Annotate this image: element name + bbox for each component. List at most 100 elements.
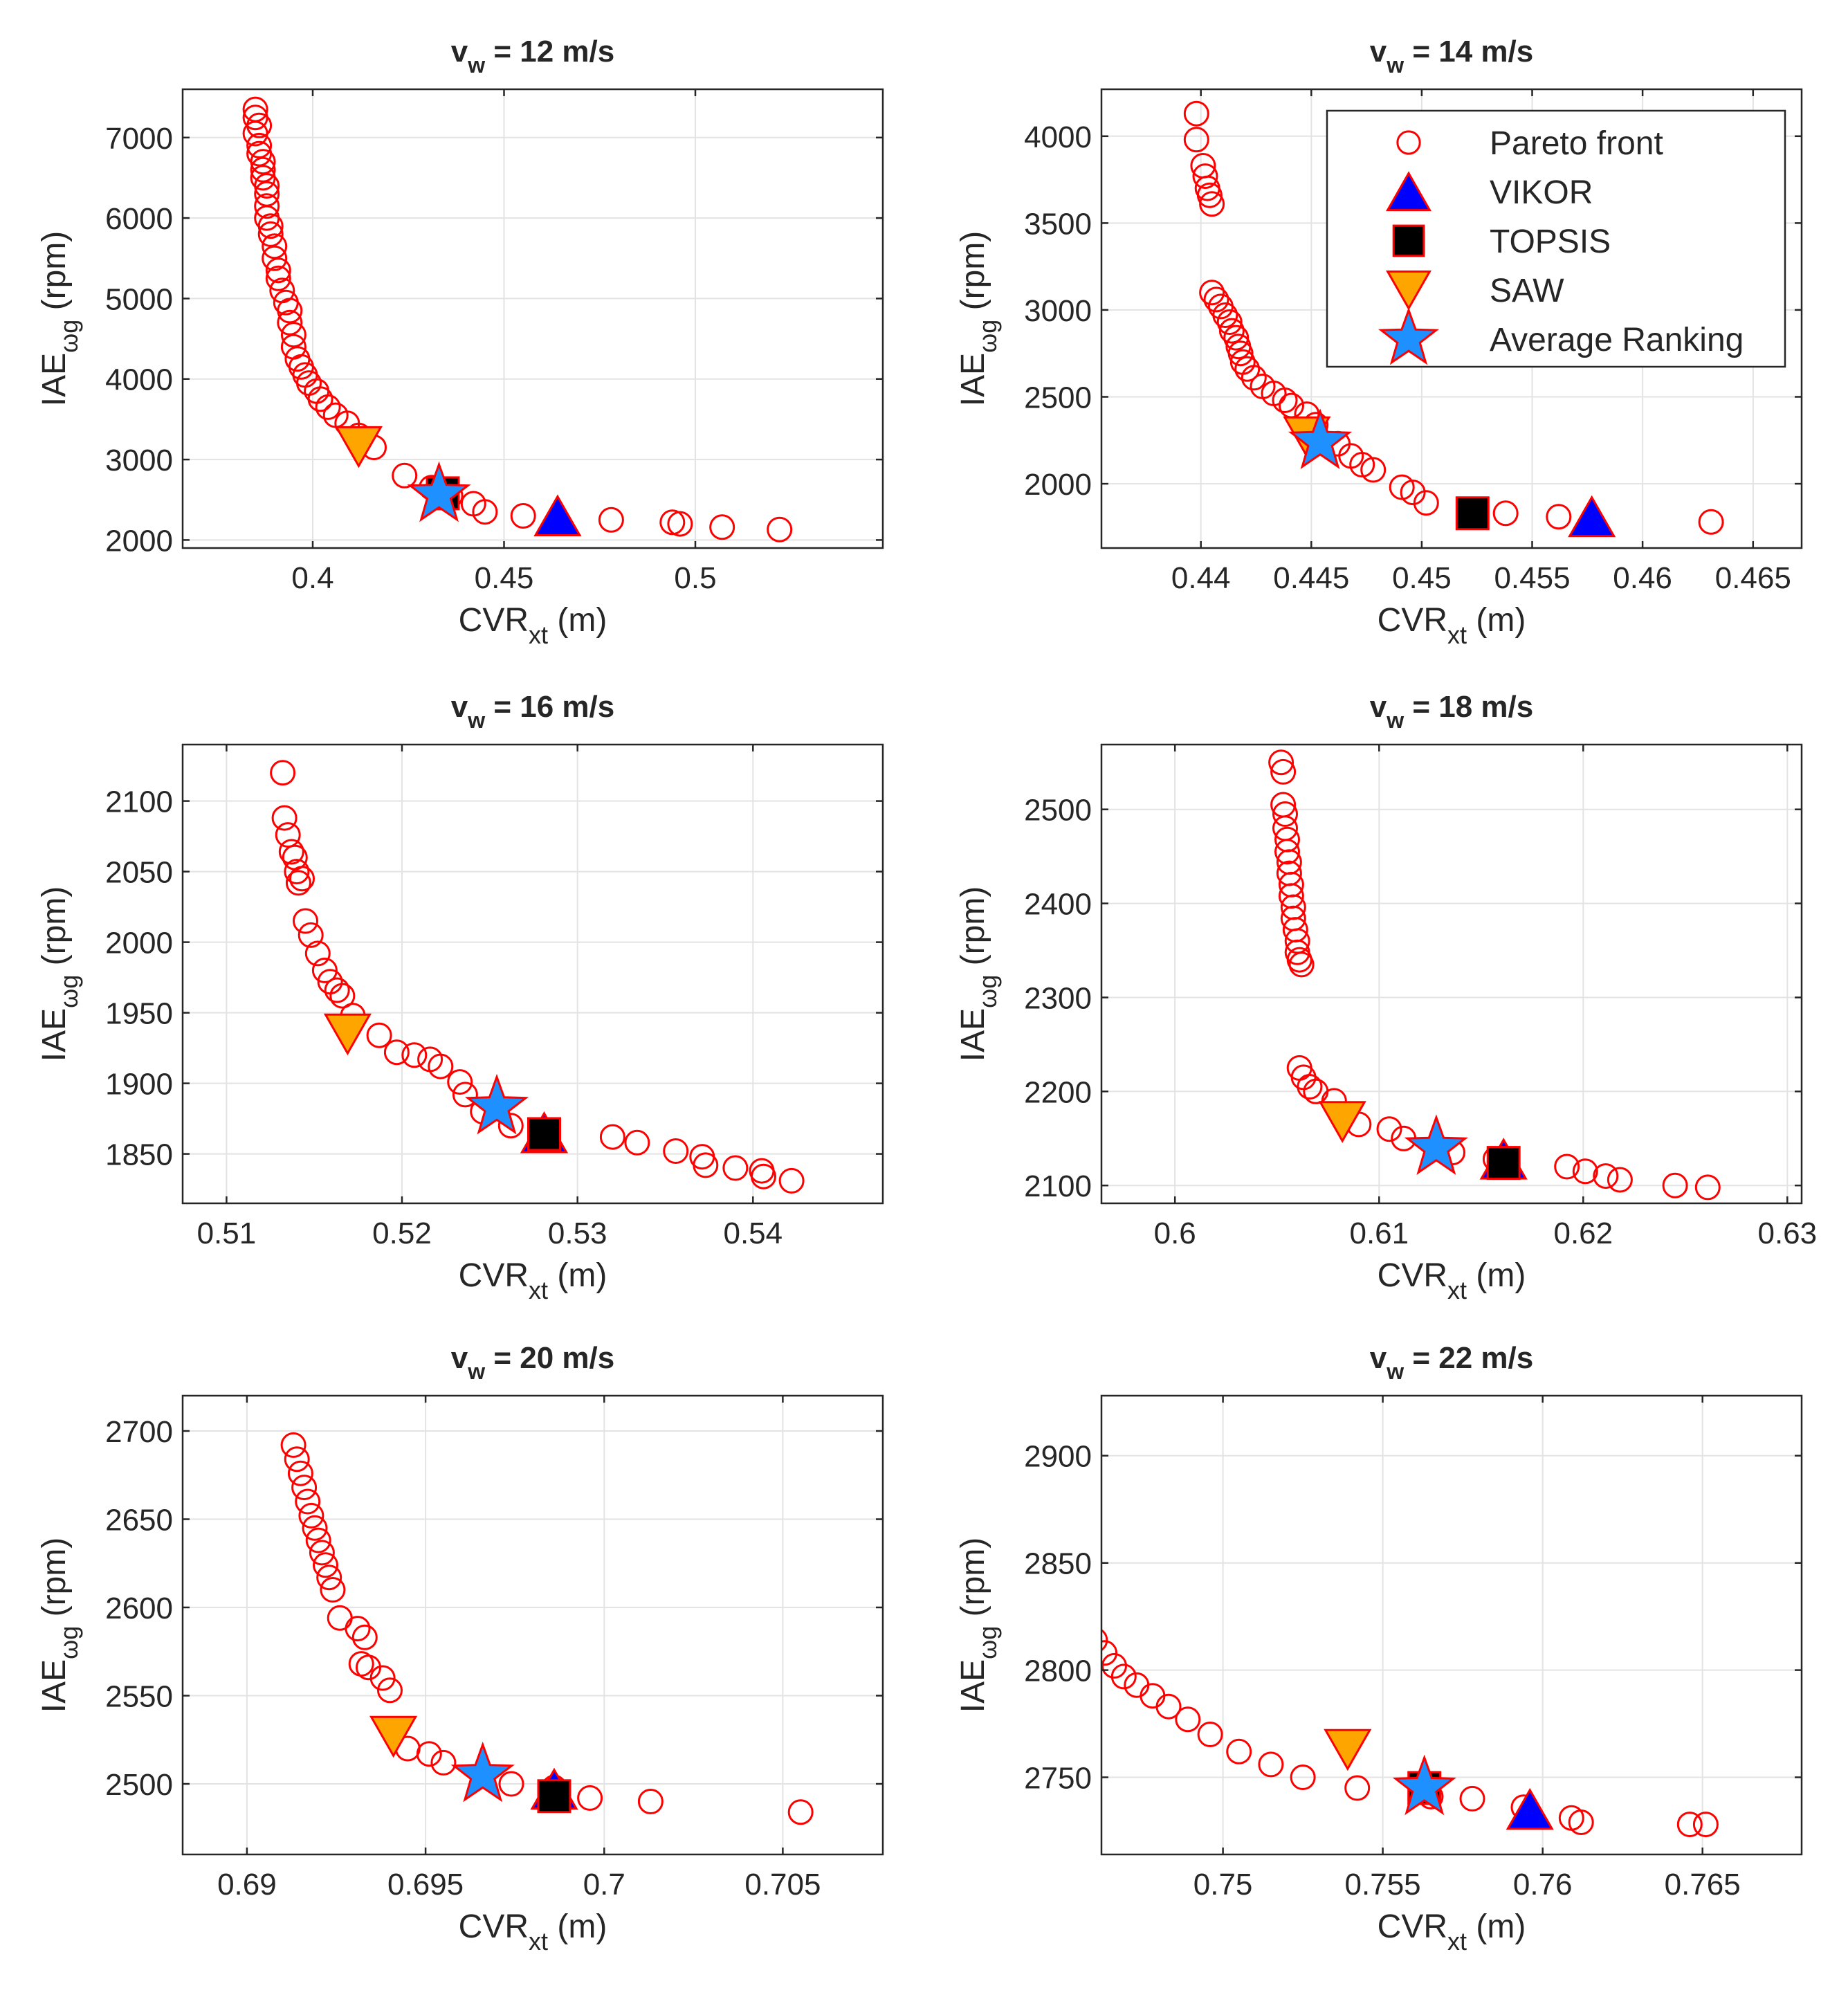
pareto-point [307, 386, 333, 412]
pareto-point [1546, 504, 1572, 530]
legend-label-topsis: TOPSIS [1490, 224, 1611, 260]
y-tick-label: 2700 [105, 1415, 173, 1449]
chart-title: vw = 16 m/s [451, 690, 615, 733]
pareto-point [1360, 457, 1387, 483]
pareto-point [298, 1502, 324, 1529]
pareto-point [430, 1749, 457, 1776]
pareto-point [277, 298, 303, 324]
pareto-point [250, 149, 276, 175]
pareto-point [401, 1042, 428, 1068]
pareto-point [329, 983, 356, 1009]
pareto-point [277, 309, 303, 336]
average-ranking-point [1404, 1114, 1468, 1175]
pareto-point [1662, 1172, 1688, 1198]
topsis-point [527, 1117, 561, 1151]
pareto-point [1376, 1116, 1402, 1142]
x-tick-label: 0.69 [217, 1868, 277, 1902]
y-tick-label: 2750 [1024, 1762, 1092, 1796]
pareto-point [722, 1155, 749, 1181]
pareto-point [291, 1475, 318, 1501]
pareto-point [624, 1129, 650, 1156]
subplot-vw-20: 0.69 0.695 0.7 0.705 2500 2550 2600 2650 2700 vw … [36, 1341, 884, 1955]
y-tick-label: 2500 [1024, 794, 1092, 828]
pareto-point [1698, 509, 1724, 535]
x-axis-label: CVRxt (m) [1378, 602, 1526, 649]
y-tick-label: 1950 [105, 997, 173, 1031]
x-tick-label: 0.765 [1665, 1868, 1741, 1902]
subplot-vw-18: 0.6 0.61 0.62 0.63 2100 2200 2300 2400 2500 vw = … [955, 690, 1817, 1304]
chart-title: vw = 18 m/s [1370, 690, 1534, 733]
plot-area [1101, 1396, 1802, 1854]
chart-title: vw = 14 m/s [1370, 35, 1534, 77]
topsis-point [537, 1779, 571, 1814]
x-tick-label: 0.46 [1613, 561, 1672, 595]
y-tick-label: 1850 [105, 1138, 173, 1172]
pareto-point [313, 1552, 338, 1578]
x-tick-label: 0.53 [548, 1216, 607, 1250]
pareto-point [289, 866, 315, 892]
data-layer [1064, 1589, 1719, 1838]
y-tick-label: 3000 [1024, 294, 1092, 328]
x-axis-label: CVRxt (m) [459, 1908, 607, 1955]
pareto-point [262, 233, 288, 259]
pareto-point [366, 1022, 392, 1048]
pareto-point [1241, 365, 1267, 391]
subplot-vw-22: 0.75 0.755 0.76 0.765 2750 2800 2850 2900 vw = 2… [955, 1341, 1803, 1955]
y-tick-label: 2050 [105, 856, 173, 890]
pareto-point [1227, 340, 1254, 367]
pareto-point [767, 516, 793, 542]
pareto-point [1272, 801, 1298, 827]
pareto-point [257, 213, 284, 239]
x-tick-label: 0.76 [1513, 1868, 1573, 1902]
axes-box [181, 1394, 884, 1856]
pareto-point [324, 977, 350, 1003]
pareto-point [1290, 1765, 1316, 1790]
axes-box [1100, 1394, 1803, 1856]
pareto-point [1270, 758, 1297, 785]
chart-title: vw = 20 m/s [451, 1341, 615, 1384]
pareto-point [285, 870, 311, 896]
y-tick-label: 6000 [105, 202, 173, 236]
pareto-point [1175, 1706, 1201, 1733]
y-tick-label: 7000 [105, 122, 173, 156]
y-tick-label: 5000 [105, 282, 173, 316]
data-layer [280, 1432, 814, 1825]
x-tick-label: 0.61 [1349, 1216, 1409, 1250]
legend: Pareto front VIKOR TOPSIS SAW Average Rankin… [1326, 109, 1786, 368]
y-tick-label: 2300 [1024, 982, 1092, 1016]
pareto-point [787, 1799, 814, 1825]
pareto-point [316, 1565, 342, 1591]
subplot-vw-16: 0.51 0.52 0.53 0.54 1850 1900 1950 2000 2050 2100… [36, 690, 884, 1304]
saw-point [1318, 1101, 1366, 1143]
pareto-point [287, 1460, 313, 1486]
y-axis-label: IAEωg (rpm) [955, 1538, 1002, 1713]
pareto-point [709, 514, 735, 540]
average-ranking-point [1288, 408, 1353, 469]
pareto-point [1192, 163, 1218, 190]
pareto-point [1272, 387, 1298, 413]
x-tick-label: 0.54 [723, 1216, 783, 1250]
y-tick-label: 2000 [105, 927, 173, 960]
x-tick-label: 0.455 [1494, 561, 1570, 595]
data-layer [270, 760, 805, 1194]
legend-label-vikor: VIKOR [1490, 174, 1593, 211]
pareto-point [1212, 302, 1238, 328]
saw-point [369, 1715, 418, 1758]
y-axis-label: IAEωg (rpm) [955, 886, 1002, 1061]
pareto-point [693, 1152, 719, 1178]
pareto-point [428, 1053, 454, 1079]
pareto-point [497, 1113, 524, 1139]
y-tick-label: 2600 [105, 1592, 173, 1625]
x-axis-label: CVRxt (m) [459, 1257, 607, 1304]
x-tick-label: 0.63 [1757, 1216, 1817, 1250]
pareto-point [1607, 1167, 1633, 1193]
average-ranking-point [464, 1073, 529, 1135]
pareto-point [472, 499, 498, 525]
pareto-point [351, 1624, 378, 1650]
x-tick-label: 0.51 [197, 1216, 257, 1250]
blue-triangle-icon [1386, 171, 1431, 212]
pareto-point [254, 173, 280, 199]
x-tick-label: 0.44 [1171, 561, 1231, 595]
pareto-point [271, 805, 298, 831]
pareto-point [1064, 1589, 1088, 1613]
